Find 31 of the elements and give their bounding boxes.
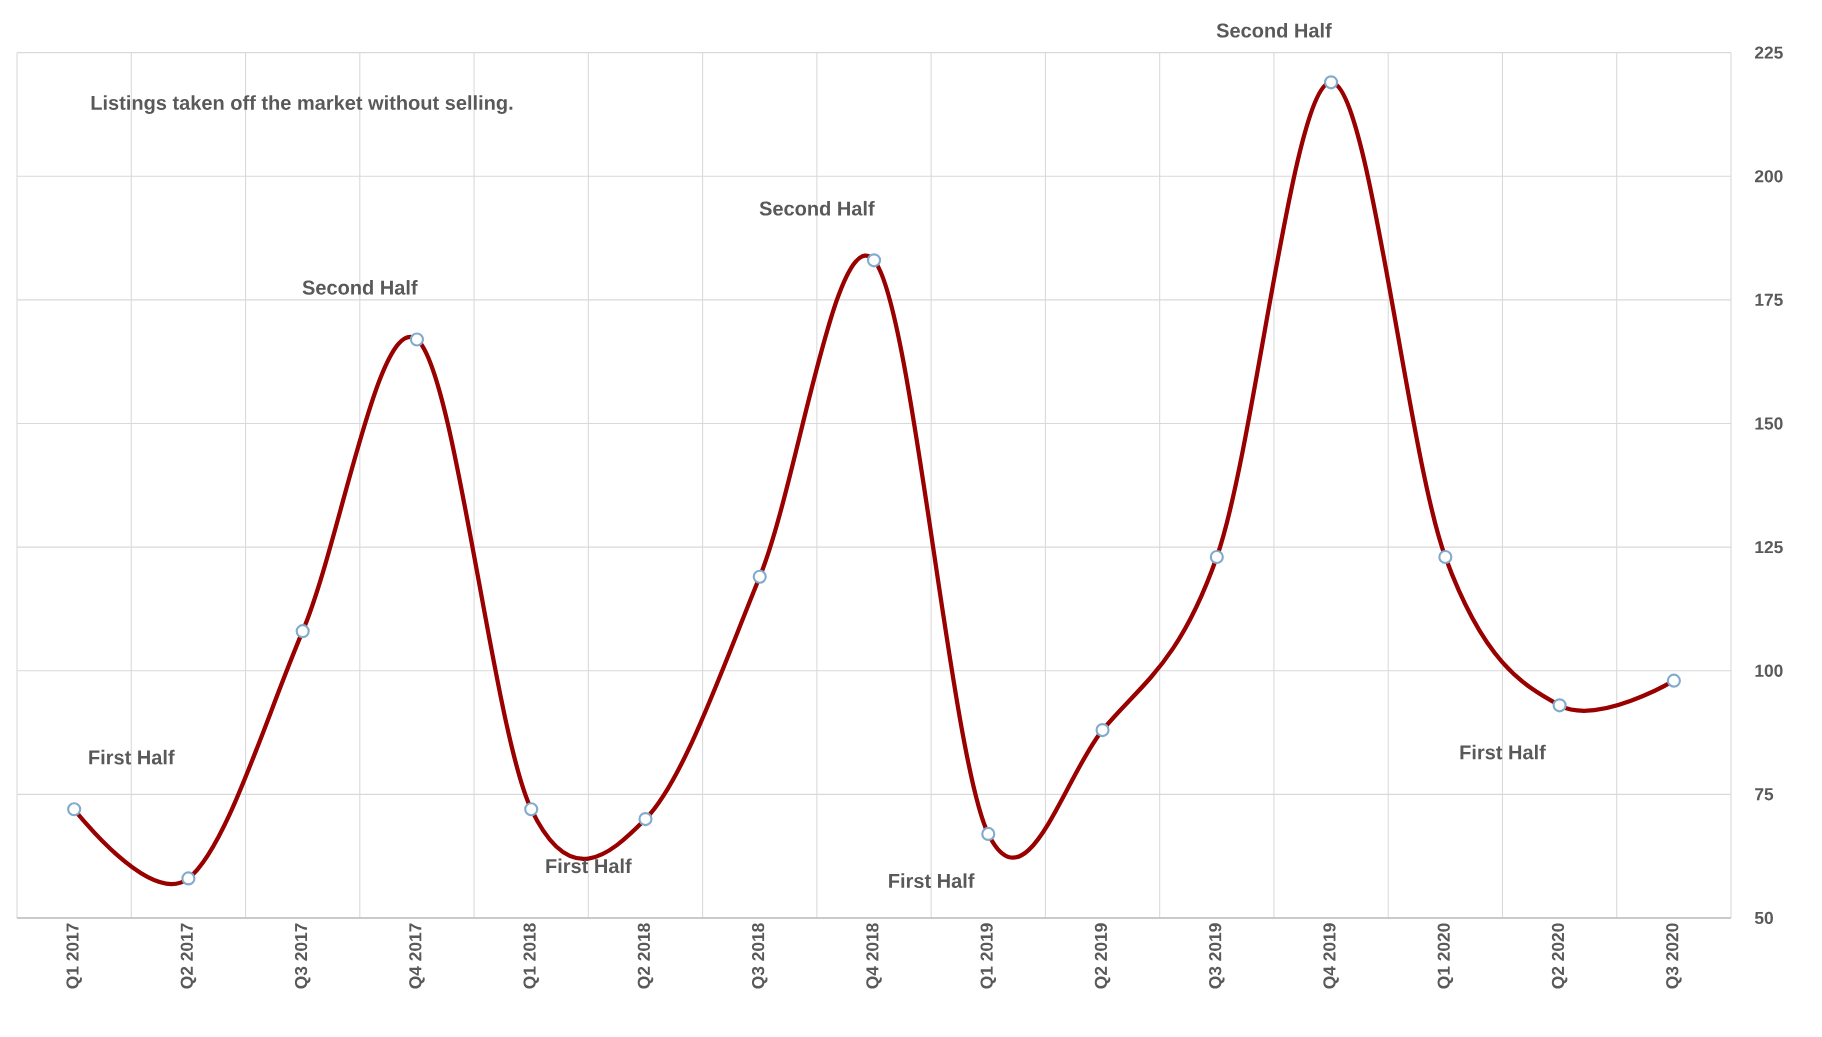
x-tick-label: Q4 2019 [1323,923,1339,989]
x-tick-label: Q3 2018 [751,923,768,989]
annotation: First Half [1460,744,1546,760]
annotation: First Half [89,749,175,765]
x-tick-label: Q2 2018 [637,923,654,989]
y-tick-label: 175 [1755,293,1783,306]
annotation: First Half [546,858,632,874]
x-tick-label: Q2 2020 [1551,923,1568,989]
x-tick-label: Q2 2017 [180,923,197,989]
annotation: Second Half [1216,22,1332,38]
annotation: Listings taken off the market without selling. [91,95,513,114]
x-tick-label: Q1 2017 [66,923,82,989]
x-tick-label: Q3 2019 [1209,923,1225,989]
x-tick-label: Q1 2020 [1437,923,1454,989]
annotation: First Half [889,873,975,888]
x-tick-label: Q3 2020 [1666,923,1682,989]
y-tick-label: 225 [1754,46,1783,59]
x-tick-label: Q1 2019 [980,923,997,989]
x-tick-label: Q2 2019 [1094,923,1111,989]
x-tick-label: Q1 2018 [523,923,539,989]
x-tick-label: Q4 2017 [409,923,425,989]
x-tick-label: Q3 2017 [294,923,311,989]
annotation: Second Half [302,280,418,295]
y-tick-label: 50 [1754,911,1773,925]
y-tick-label: 75 [1755,788,1774,801]
y-tick-label: 150 [1755,417,1783,430]
x-tick-label: Q4 2018 [866,923,882,989]
y-tick-label: 200 [1754,170,1783,183]
y-tick-label: 125 [1755,540,1783,554]
y-tick-label: 100 [1755,664,1783,677]
annotation: Second Half [759,200,875,216]
